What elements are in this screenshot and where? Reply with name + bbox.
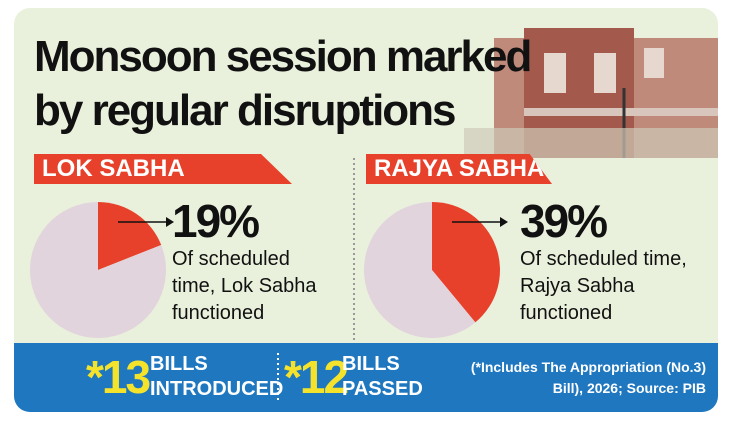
bill-count: *13 [86, 351, 151, 403]
pie-slice [29, 202, 166, 338]
pie-slice [98, 202, 162, 270]
bill-label: BILLS INTRODUCED [150, 353, 284, 400]
pie-slice [432, 202, 500, 323]
pie-chart [29, 202, 174, 338]
footnote: (*Includes The Appropriation (No.3) Bill… [470, 359, 706, 396]
value-label: 39% [520, 195, 608, 247]
pie-chart [363, 202, 508, 338]
title: Monsoon session marked by regular disrup… [34, 32, 532, 135]
building-illustration [464, 8, 718, 158]
bill-label: BILLS PASSED [342, 353, 423, 400]
divider [353, 158, 355, 343]
footer-band: *13 BILLS INTRODUCED *12 BILLS PASSED (*… [14, 343, 718, 412]
annotation: Of scheduled time, Rajya Sabha functione… [520, 248, 687, 324]
arrow-head [500, 217, 508, 227]
value-label: 19% [172, 195, 260, 247]
divider [277, 353, 279, 403]
pie-slice [363, 202, 476, 338]
panel-title: RAJYA SABHA [366, 154, 552, 184]
annotation: Of scheduled time, Lok Sabha functioned [172, 248, 317, 324]
infographic: Monsoon session marked by regular disrup… [14, 8, 718, 412]
bill-count: *12 [284, 351, 349, 403]
panel-title: LOK SABHA [34, 154, 292, 184]
arrow-head [166, 217, 174, 227]
